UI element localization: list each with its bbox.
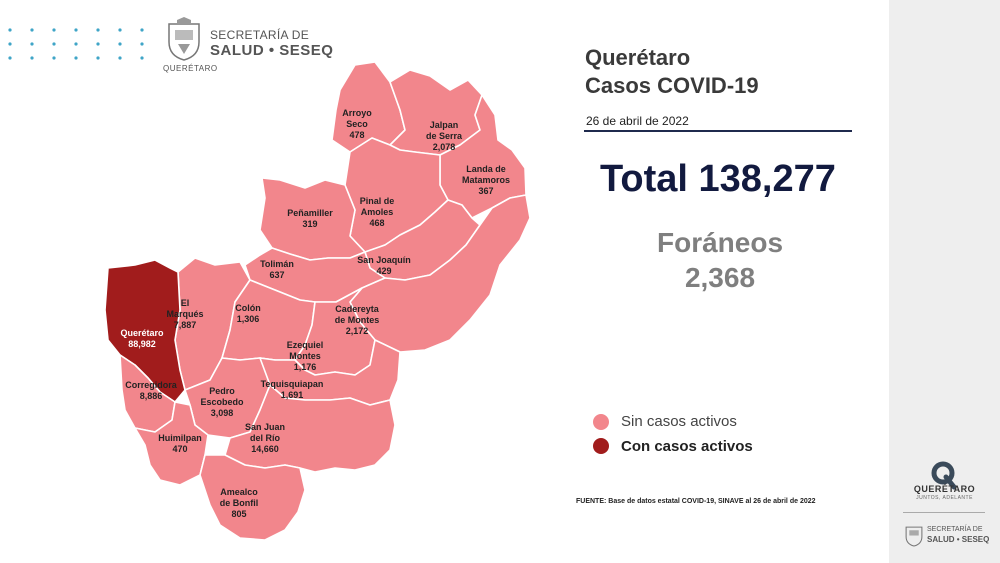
sidebar-agency-line-1: SECRETARÍA DE — [927, 526, 983, 533]
sidebar-seal-icon — [905, 526, 923, 547]
legend-con-swatch — [593, 438, 609, 454]
title-divider — [584, 130, 852, 132]
source-note: FUENTE: Base de datos estatal COVID-19, … — [576, 498, 816, 505]
queretaro-logo-icon — [931, 461, 957, 490]
dot-pattern — [8, 28, 144, 60]
sidebar-brand-sub: JUNTOS, ADELANTE — [916, 495, 973, 501]
sidebar-divider — [903, 512, 985, 513]
state-seal-icon — [168, 17, 200, 61]
seseq-logo: SECRETARÍA DE SALUD • SESEQ QUERÉTARO — [163, 14, 338, 74]
queretaro-map — [100, 40, 540, 555]
report-date: 26 de abril de 2022 — [586, 114, 689, 128]
region-huimilpan[interactable] — [134, 401, 209, 486]
agency-line-1: SECRETARÍA DE — [210, 28, 310, 42]
title-cases: Casos COVID-19 — [585, 73, 759, 98]
total-cases: Total 138,277 — [600, 158, 836, 200]
map-svg — [104, 61, 531, 541]
sidebar-brand: QUERÉTARO — [913, 484, 976, 494]
title-state: Querétaro — [585, 45, 691, 70]
sidebar-agency-line-2: SALUD • SESEQ — [927, 535, 990, 544]
sidebar-seseq-logo: SECRETARÍA DE SALUD • SESEQ — [902, 520, 992, 554]
foraneos-label: Foráneos — [656, 227, 784, 258]
region-arroyo-seco[interactable] — [331, 61, 406, 153]
legend-sin-swatch — [593, 414, 609, 430]
agency-line-2: SALUD • SESEQ — [210, 42, 334, 59]
foraneos-value: 2,368 — [684, 262, 756, 293]
right-sidebar — [889, 0, 1000, 563]
legend-con-label: Con casos activos — [621, 438, 753, 455]
region-amealco[interactable] — [199, 454, 306, 541]
legend-sin-label: Sin casos activos — [621, 413, 737, 430]
agency-line-3: QUERÉTARO — [163, 64, 218, 73]
